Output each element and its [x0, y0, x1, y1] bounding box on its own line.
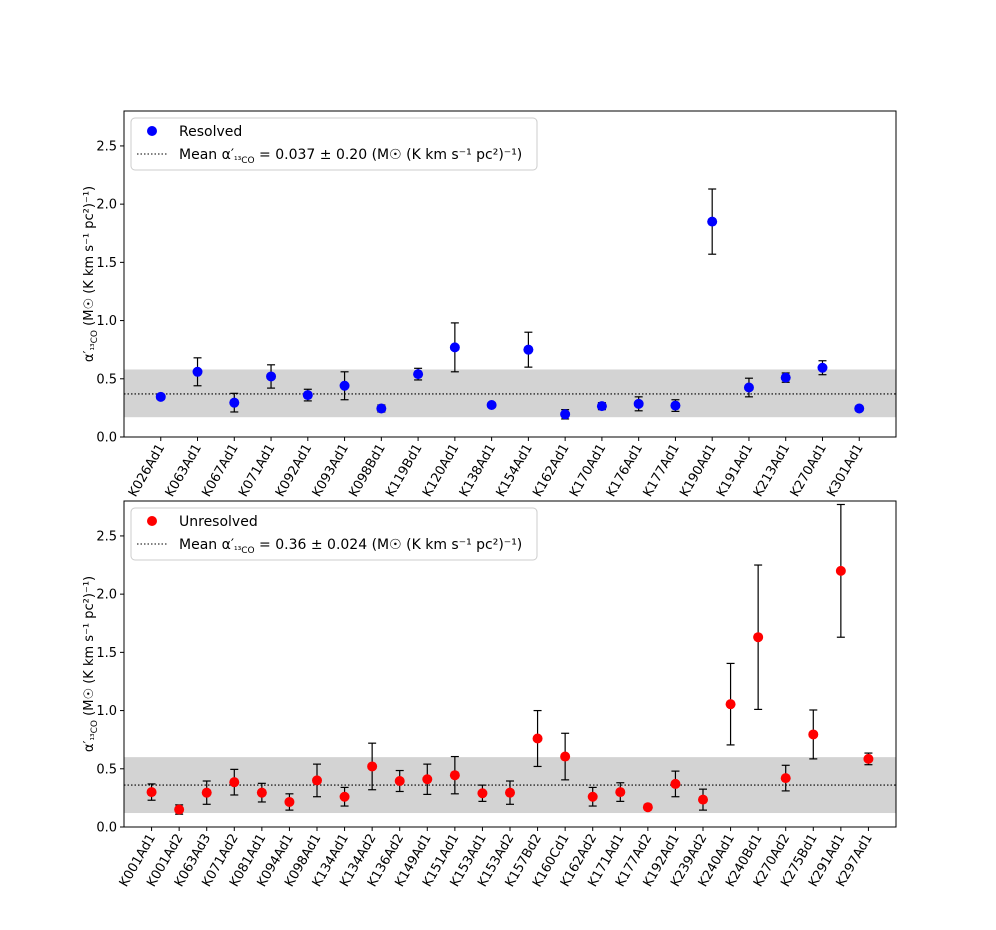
data-point [302, 390, 313, 401]
legend-box [130, 507, 538, 561]
data-point [560, 751, 571, 762]
x-tick-label: K270Ad1 [788, 442, 830, 500]
x-tick-label: K119Bd1 [383, 442, 425, 500]
data-point [477, 788, 488, 799]
data-point [256, 787, 267, 798]
y-tick-label: 1.5 [96, 646, 117, 661]
data-point [449, 770, 460, 781]
legend: Unresolved Mean α′¹³CO = 0.36 ± 0.024 (M☉… [130, 507, 538, 561]
x-tick-label: K301Ad1 [824, 442, 866, 500]
data-point [615, 787, 626, 798]
data-point [633, 398, 644, 409]
data-point [192, 366, 203, 377]
data-point [229, 777, 240, 788]
y-axis-label: α′¹³CO (M☉ (K km s⁻¹ pc²)⁻¹) [82, 576, 100, 752]
x-tick-label: K138Ad1 [457, 441, 499, 499]
y-tick-label: 2.0 [96, 588, 117, 603]
data-point [780, 773, 791, 784]
x-tick-label: K154Ad1 [494, 442, 536, 500]
legend-box [130, 117, 538, 171]
x-tick-label: K063Ad1 [163, 442, 205, 500]
data-point [707, 216, 718, 227]
data-point [367, 761, 378, 772]
data-point [587, 791, 598, 802]
data-point [596, 401, 607, 412]
data-point [339, 380, 350, 391]
x-tick-label: K170Ad1 [567, 442, 609, 500]
x-tick-label: K191Ad1 [714, 442, 756, 500]
legend-marker [147, 516, 157, 526]
data-point [413, 369, 424, 380]
legend-mean-label: Mean α′¹³CO = 0.36 ± 0.024 (M☉ (K km s⁻¹… [179, 537, 522, 556]
legend-mean-label: Mean α′¹³CO = 0.037 ± 0.20 (M☉ (K km s⁻¹… [179, 147, 522, 166]
y-tick-label: 2.5 [96, 139, 117, 154]
data-point [284, 796, 295, 807]
y-tick-label: 2.0 [96, 198, 117, 213]
y-tick-label: 0.0 [96, 821, 117, 836]
x-tick-label: K092Ad1 [273, 442, 315, 500]
data-point [560, 409, 571, 420]
x-tick-label: K067Ad1 [199, 442, 241, 500]
x-tick-label: K098Bd1 [346, 442, 388, 500]
data-point [505, 787, 515, 798]
x-tick-label: K071Ad1 [236, 442, 278, 500]
data-point [376, 403, 387, 414]
y-axis-label: α′¹³CO (M☉ (K km s⁻¹ pc²)⁻¹) [82, 186, 100, 362]
data-point [863, 753, 874, 764]
resolved-panel: 0.00.51.01.52.02.5K026Ad1K063Ad1K067Ad1K… [82, 110, 897, 500]
data-point [532, 733, 543, 744]
x-tick-label: K026Ad1 [126, 442, 168, 500]
data-point [808, 729, 819, 740]
x-tick-label: K162Ad1 [530, 442, 572, 500]
legend: Resolved Mean α′¹³CO = 0.037 ± 0.20 (M☉ (… [130, 117, 538, 171]
data-point [312, 775, 322, 786]
x-tick-label: K190Ad1 [677, 442, 719, 500]
data-point [174, 804, 185, 815]
data-point [266, 371, 277, 382]
data-point [146, 787, 157, 798]
data-point [817, 362, 828, 373]
x-tick-label: K176Ad1 [604, 442, 646, 500]
data-point [229, 397, 240, 408]
data-point [523, 344, 534, 355]
y-tick-label: 1.0 [96, 314, 117, 329]
y-tick-label: 0.5 [96, 762, 117, 777]
x-tick-label: K120Ad1 [420, 442, 462, 500]
data-point [753, 632, 764, 643]
x-tick-label: K093Ad1 [310, 442, 352, 500]
data-point [486, 399, 497, 410]
data-point [854, 403, 865, 414]
legend-series-label: Unresolved [179, 514, 258, 530]
y-tick-label: 0.0 [96, 431, 117, 446]
axes-frame [123, 110, 897, 438]
data-point [743, 382, 754, 393]
y-tick-label: 0.5 [96, 372, 117, 387]
data-point [155, 391, 166, 402]
x-tick-label: K213Ad1 [751, 442, 793, 500]
scatter-band [124, 369, 896, 418]
data-point [698, 794, 708, 805]
legend-series-label: Resolved [179, 124, 242, 140]
y-tick-label: 1.5 [96, 256, 117, 271]
data-point [725, 699, 736, 710]
data-point [449, 342, 460, 353]
data-point [201, 787, 212, 798]
y-tick-label: 1.0 [96, 704, 117, 719]
legend-marker [147, 126, 157, 136]
unresolved-panel: 0.00.51.01.52.02.5K001Ad1K001Ad2K063Ad3K… [82, 500, 897, 890]
data-point [422, 774, 433, 785]
data-point [670, 778, 681, 789]
data-point [642, 802, 653, 813]
y-tick-label: 2.5 [96, 529, 117, 544]
data-point [835, 565, 846, 576]
data-point [670, 400, 681, 411]
x-tick-label: K177Ad1 [641, 442, 683, 500]
data-point [339, 791, 350, 802]
data-point [394, 776, 405, 787]
data-point [780, 372, 791, 383]
